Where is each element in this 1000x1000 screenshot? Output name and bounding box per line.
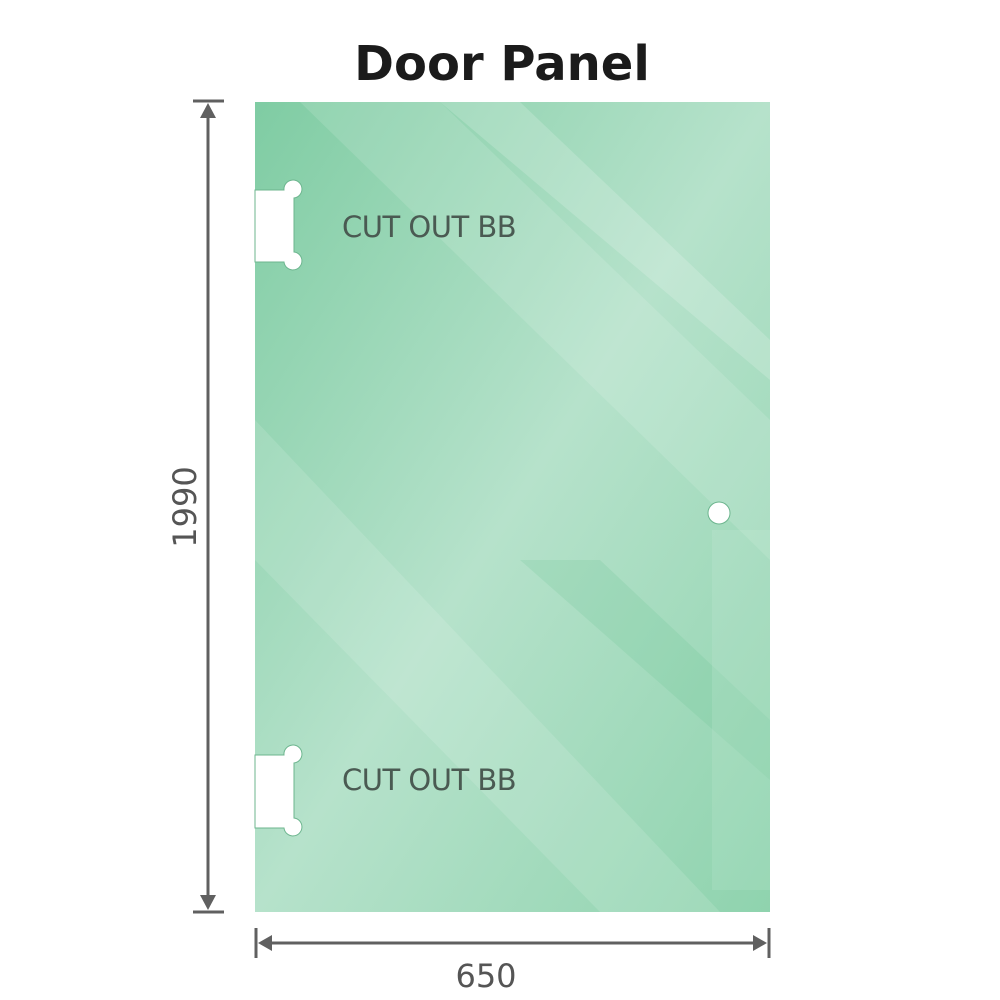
arrow-left-icon — [258, 935, 272, 951]
arrow-up-icon — [200, 103, 216, 118]
height-dimension — [193, 99, 224, 914]
cutout-bottom-label: CUT OUT BB — [342, 763, 516, 797]
width-dimension — [254, 928, 771, 958]
arrow-down-icon — [200, 895, 216, 910]
arrow-right-icon — [753, 935, 767, 951]
handle-hole — [707, 501, 731, 525]
diagram-title: Door Panel — [354, 36, 650, 92]
cutout-top-label: CUT OUT BB — [342, 210, 516, 244]
glass-panel: CUT OUT BB CUT OUT BB — [254, 102, 770, 912]
cutout-bottom — [254, 744, 303, 837]
cutout-top — [254, 179, 303, 271]
glass-reflections — [255, 102, 770, 912]
height-label: 1990 — [166, 466, 204, 547]
width-label: 650 — [455, 957, 516, 995]
